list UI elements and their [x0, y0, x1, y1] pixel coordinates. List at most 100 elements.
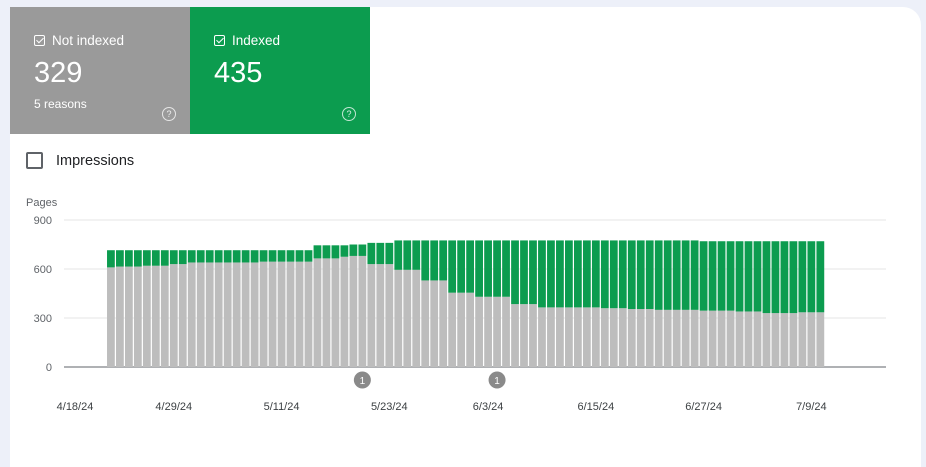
bar-not-indexed [475, 296, 483, 367]
bar-not-indexed [654, 309, 663, 367]
bar-indexed [376, 242, 385, 265]
bar-indexed [663, 240, 672, 310]
bar-not-indexed [627, 309, 636, 367]
bar-indexed [538, 240, 546, 308]
bar-not-indexed [331, 258, 340, 367]
x-tick-label: 6/27/24 [685, 401, 722, 413]
bar-not-indexed [466, 292, 475, 367]
bar-indexed [178, 250, 187, 265]
checkbox-unchecked-icon[interactable] [26, 152, 43, 169]
bar-indexed [421, 240, 430, 281]
bar-indexed [466, 240, 475, 293]
bar-not-indexed [376, 264, 385, 367]
bar-not-indexed [439, 280, 448, 367]
impressions-toggle[interactable]: Impressions [26, 152, 134, 169]
bar-not-indexed [295, 261, 304, 367]
bar-not-indexed [735, 311, 744, 367]
bar-not-indexed [502, 296, 510, 367]
bar-indexed [394, 240, 403, 270]
x-tick-label: 6/15/24 [577, 401, 614, 413]
bar-indexed [268, 250, 277, 262]
bar-not-indexed [565, 307, 573, 367]
bar-indexed [762, 241, 771, 314]
bar-indexed [331, 245, 340, 259]
bar-indexed [286, 250, 295, 262]
not-indexed-count: 329 [34, 57, 83, 89]
help-icon[interactable]: ? [162, 107, 176, 121]
bar-indexed [475, 240, 483, 297]
bar-not-indexed [600, 308, 609, 367]
checkbox-checked-icon[interactable] [34, 35, 45, 46]
bar-indexed [241, 250, 250, 263]
bar-not-indexed [645, 309, 654, 367]
bar-not-indexed [412, 269, 421, 367]
not-indexed-tile[interactable]: Not indexed 329 5 reasons ? [10, 7, 190, 134]
bar-indexed [448, 240, 457, 293]
annotation-marker [488, 371, 506, 389]
bar-indexed [699, 241, 708, 311]
checkbox-checked-icon[interactable] [214, 35, 225, 46]
bar-not-indexed [699, 310, 708, 367]
coverage-card: Not indexed 329 5 reasons ? Indexed 435 … [10, 7, 921, 467]
bar-not-indexed [591, 307, 600, 367]
bar-indexed [627, 240, 636, 310]
bar-not-indexed [151, 265, 160, 367]
bar-indexed [160, 250, 169, 266]
bar-indexed [672, 240, 681, 310]
bar-not-indexed [214, 262, 223, 367]
bar-indexed [502, 240, 510, 297]
bar-not-indexed [753, 311, 762, 367]
bar-indexed [600, 240, 609, 309]
bar-not-indexed [798, 312, 807, 367]
bar-not-indexed [816, 312, 825, 367]
y-tick-label: 900 [34, 215, 52, 227]
bar-indexed [708, 241, 717, 311]
bar-not-indexed [690, 309, 699, 367]
bar-indexed [798, 241, 807, 313]
x-tick-label: 4/29/24 [155, 401, 192, 413]
bar-indexed [116, 250, 124, 267]
y-tick-label: 0 [46, 362, 52, 374]
bar-not-indexed [169, 264, 178, 367]
bar-not-indexed [726, 310, 735, 367]
bar-indexed [520, 240, 528, 305]
bar-not-indexed [196, 262, 205, 367]
bar-not-indexed [448, 292, 457, 367]
bar-indexed [358, 244, 367, 256]
bar-indexed [142, 250, 151, 266]
annotation-label: 1 [360, 376, 366, 387]
bar-not-indexed [322, 258, 331, 367]
bar-not-indexed [744, 311, 753, 367]
bar-not-indexed [547, 307, 555, 367]
bar-not-indexed [160, 265, 169, 367]
bar-indexed [771, 241, 780, 314]
bar-indexed [654, 240, 663, 310]
bar-not-indexed [250, 262, 259, 367]
bar-not-indexed [358, 255, 367, 367]
bar-not-indexed [780, 313, 789, 367]
bar-not-indexed [178, 264, 187, 367]
bar-not-indexed [708, 310, 717, 367]
bar-indexed [232, 250, 241, 263]
bar-indexed [322, 245, 331, 259]
y-tick-label: 600 [34, 264, 52, 276]
bar-indexed [816, 241, 825, 313]
help-icon[interactable]: ? [342, 107, 356, 121]
bar-indexed [789, 241, 798, 314]
bar-indexed [187, 250, 196, 263]
bar-indexed [205, 250, 214, 263]
indexed-tile[interactable]: Indexed 435 ? [190, 7, 370, 134]
bar-not-indexed [313, 258, 322, 367]
bar-indexed [107, 250, 115, 268]
bar-not-indexed [385, 264, 394, 367]
bar-not-indexed [771, 313, 780, 367]
bar-not-indexed [762, 313, 771, 367]
bar-not-indexed [241, 262, 250, 367]
bar-indexed [735, 241, 744, 312]
bar-indexed [313, 245, 322, 259]
bar-not-indexed [205, 262, 214, 367]
bar-not-indexed [142, 265, 151, 367]
bar-not-indexed [403, 269, 412, 367]
bar-not-indexed [538, 307, 546, 367]
impressions-label: Impressions [56, 152, 135, 169]
